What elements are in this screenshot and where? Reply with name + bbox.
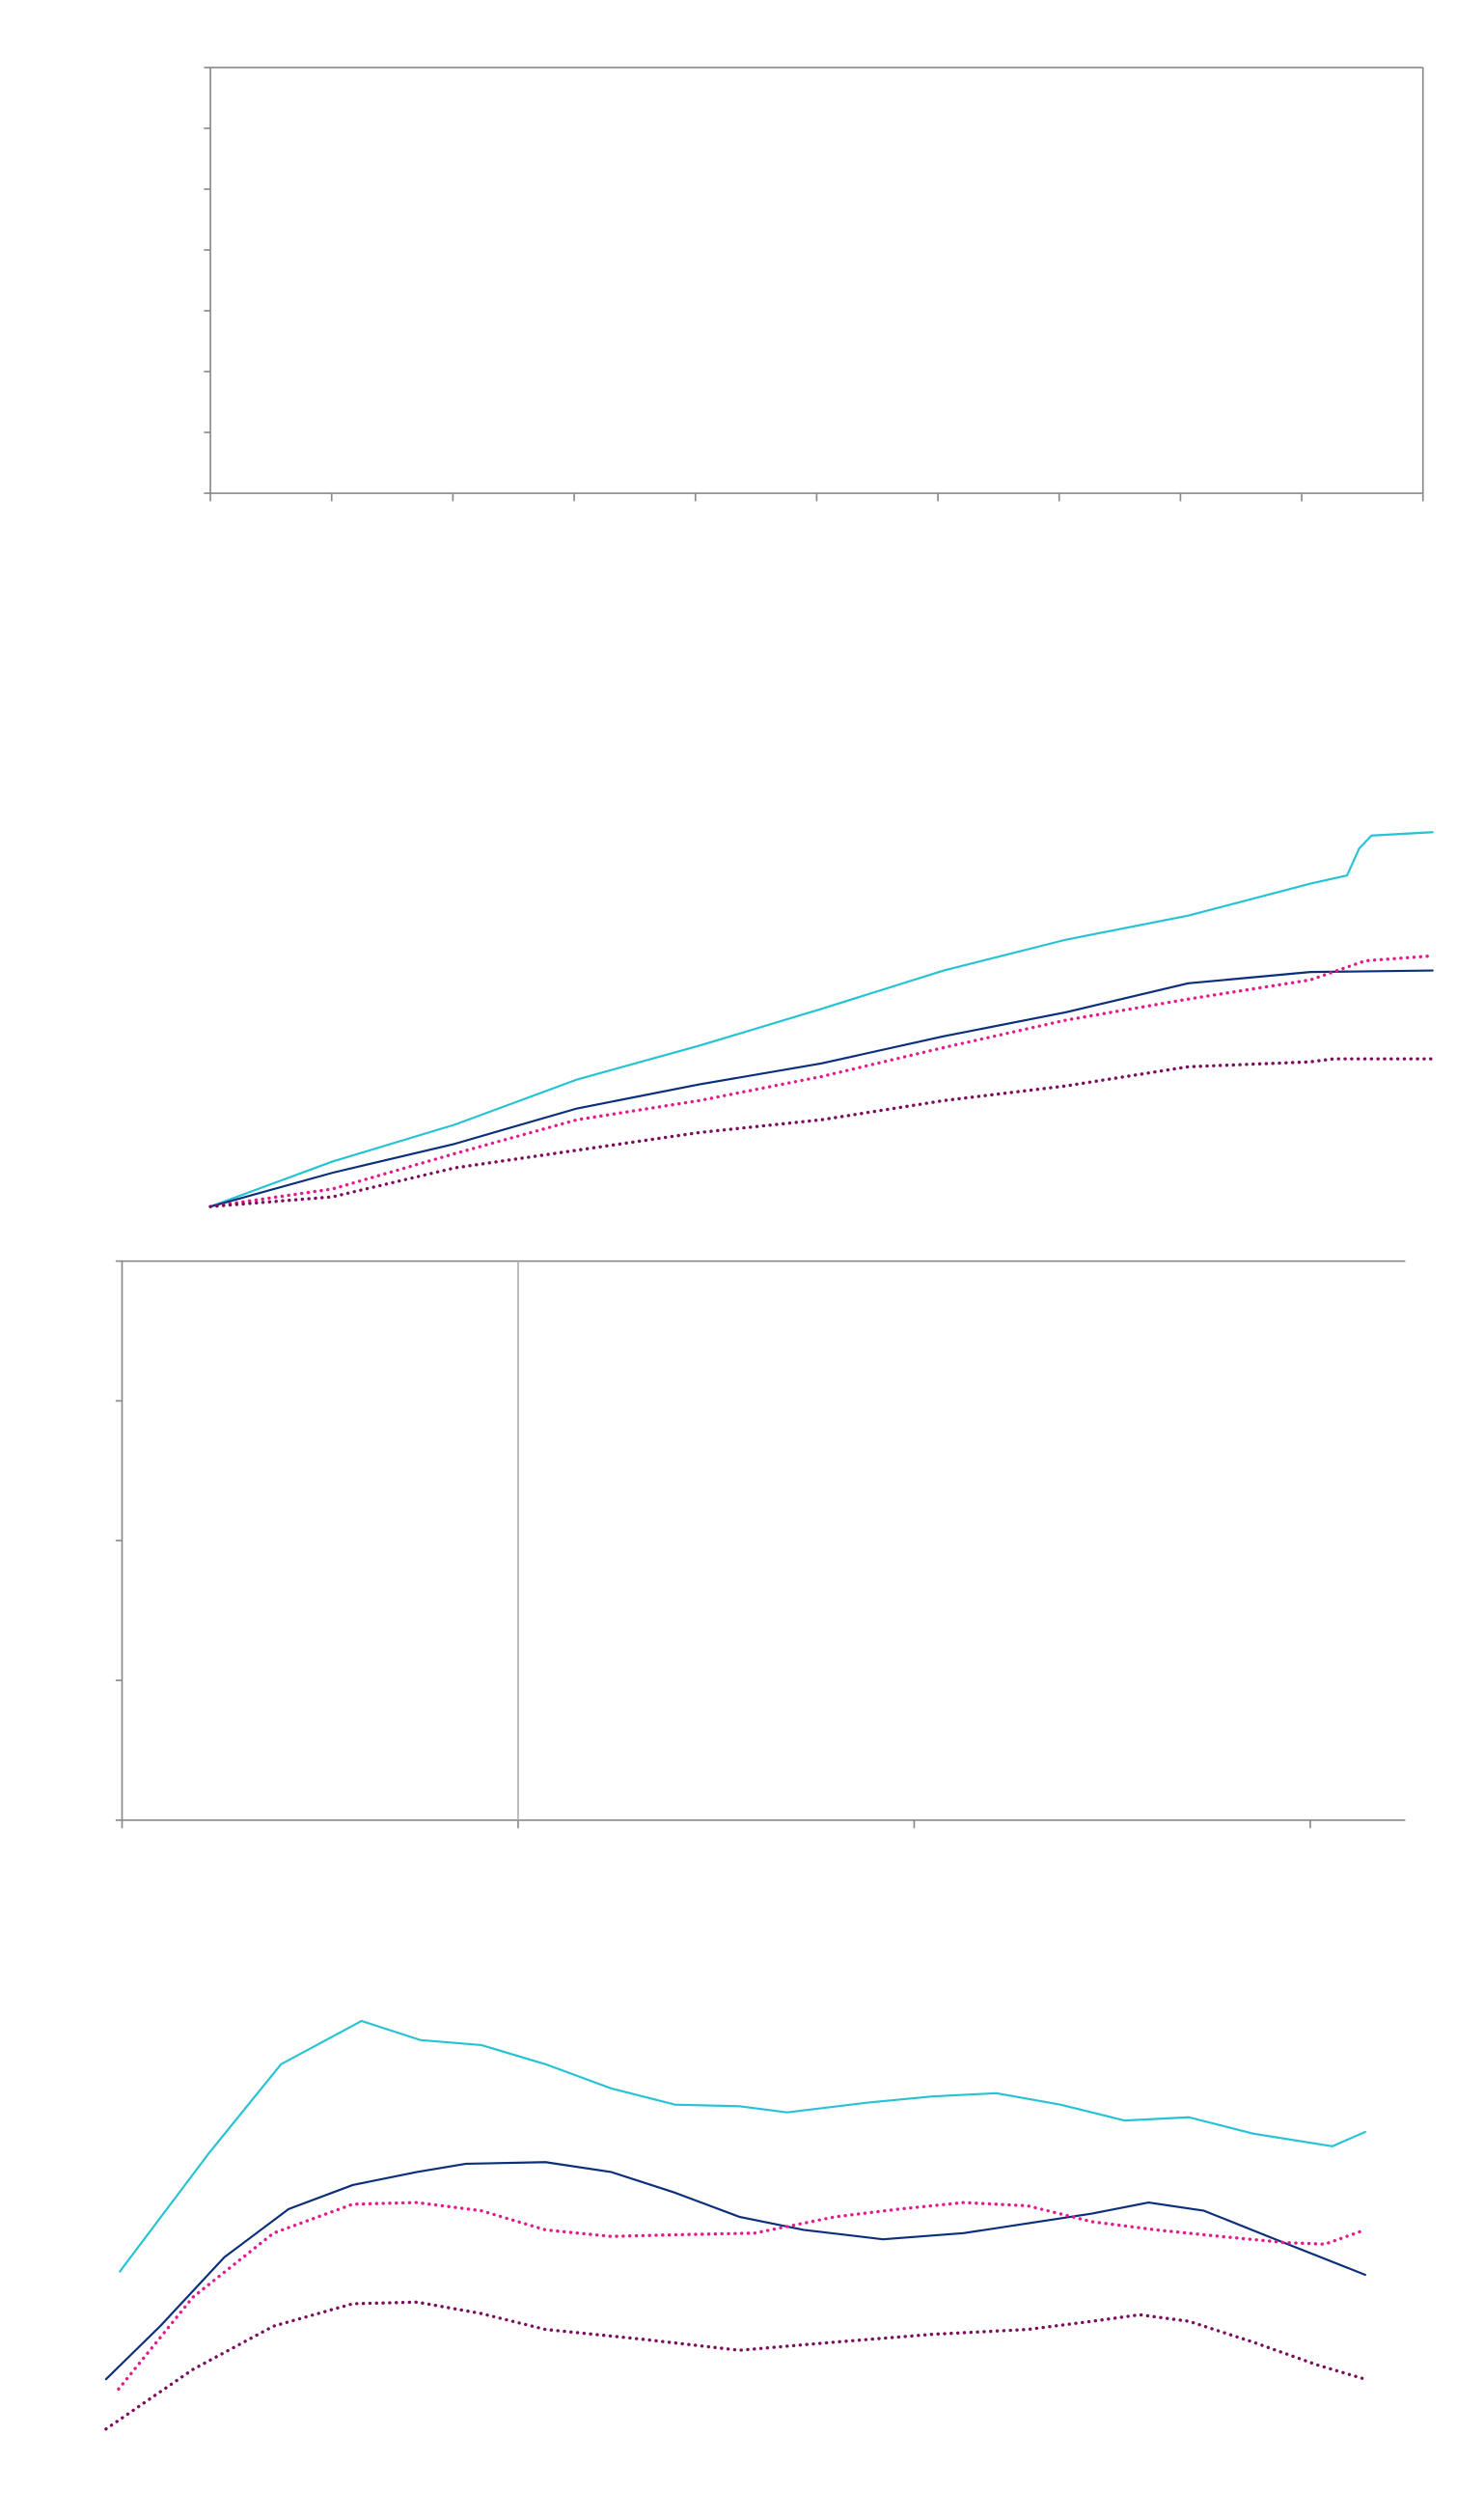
series-line [104,2300,1367,2431]
series-line [208,969,1434,1208]
series-line [208,1057,1435,1208]
series-line [117,2201,1367,2391]
series-line [208,831,1434,1208]
series-line [104,2161,1366,2381]
series-line [119,2019,1366,2273]
series-line [208,954,1435,1208]
